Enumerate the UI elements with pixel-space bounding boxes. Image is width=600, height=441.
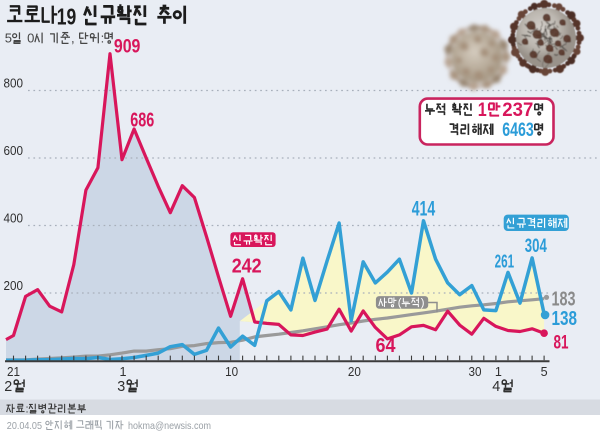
svg-text:242: 242: [232, 255, 262, 278]
svg-text:686: 686: [130, 110, 154, 132]
svg-text:400: 400: [4, 211, 24, 226]
svg-text:414: 414: [412, 198, 436, 221]
svg-text:10: 10: [225, 364, 238, 379]
svg-text:20.04.05: 20.04.05: [7, 420, 42, 432]
svg-text:30: 30: [468, 364, 481, 379]
svg-text:200: 200: [4, 278, 24, 293]
svg-text:81: 81: [554, 333, 569, 354]
svg-text:64: 64: [376, 334, 397, 357]
svg-text::: :: [26, 403, 29, 415]
svg-text:20: 20: [348, 364, 361, 379]
svg-text:5: 5: [541, 364, 548, 379]
svg-text:304: 304: [525, 236, 547, 257]
svg-text:3: 3: [117, 379, 125, 395]
svg-text:261: 261: [495, 252, 514, 272]
svg-text:800: 800: [4, 76, 24, 91]
svg-text::: :: [101, 31, 105, 46]
svg-text:909: 909: [114, 37, 140, 58]
svg-text:19: 19: [57, 4, 77, 30]
svg-text:600: 600: [4, 143, 24, 158]
svg-text:1: 1: [495, 364, 502, 379]
svg-text:1: 1: [478, 99, 487, 121]
svg-text:5: 5: [5, 31, 12, 46]
svg-text:138: 138: [552, 308, 578, 330]
svg-text:0: 0: [27, 31, 34, 46]
svg-text:237: 237: [502, 99, 533, 121]
svg-text:hokma@newsis.com: hokma@newsis.com: [128, 420, 211, 432]
svg-text:183: 183: [552, 289, 576, 311]
svg-text:2: 2: [4, 379, 12, 395]
svg-text:(: (: [398, 297, 402, 309]
svg-text:,: ,: [71, 31, 75, 46]
svg-text:4: 4: [492, 379, 500, 395]
svg-text:): ): [421, 297, 425, 309]
svg-text:1: 1: [120, 364, 127, 379]
svg-text:6463: 6463: [502, 119, 534, 141]
svg-text:21: 21: [7, 364, 20, 379]
